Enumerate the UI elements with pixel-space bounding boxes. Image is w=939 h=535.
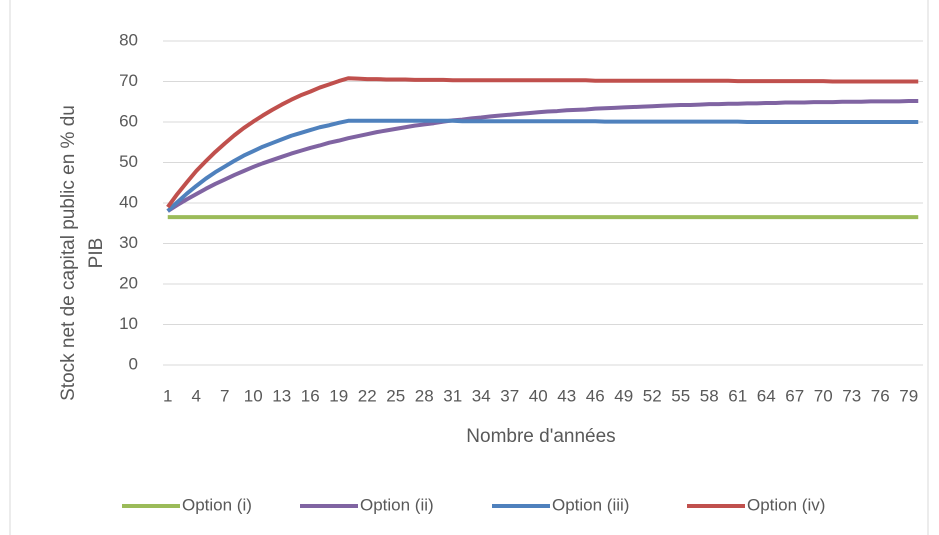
y-tick-label: 70 (119, 71, 138, 90)
x-tick-label: 37 (500, 386, 519, 405)
y-tick-label: 80 (119, 30, 138, 49)
x-tick-label: 10 (244, 386, 263, 405)
x-tick-label: 55 (671, 386, 690, 405)
x-tick-label: 67 (785, 386, 804, 405)
legend-label: Option (iii) (552, 495, 629, 514)
series-line (166, 118, 919, 213)
series-line (166, 98, 919, 213)
x-tick-label: 76 (871, 386, 890, 405)
x-tick-label: 64 (757, 386, 776, 405)
x-tick-label: 49 (614, 386, 633, 405)
x-tick-label: 79 (899, 386, 918, 405)
x-tick-label: 19 (329, 386, 348, 405)
x-tick-label: 43 (557, 386, 576, 405)
x-tick-label: 46 (586, 386, 605, 405)
y-tick-label: 40 (119, 192, 138, 211)
x-tick-label: 31 (443, 386, 462, 405)
x-tick-label: 61 (728, 386, 747, 405)
x-tick-label: 4 (192, 386, 201, 405)
x-tick-label: 13 (272, 386, 291, 405)
x-tick-label: 22 (358, 386, 377, 405)
x-tick-label: 7 (220, 386, 229, 405)
y-tick-label: 60 (119, 111, 138, 130)
series-line (166, 76, 919, 209)
x-axis-title: Nombre d'années (466, 426, 615, 447)
x-tick-label: 58 (700, 386, 719, 405)
y-tick-label: 50 (119, 152, 138, 171)
y-tick-label: 10 (119, 314, 138, 333)
x-tick-label: 40 (529, 386, 548, 405)
x-tick-label: 70 (814, 386, 833, 405)
y-tick-label: 0 (129, 354, 138, 373)
legend-label: Option (ii) (360, 495, 434, 514)
chart-frame (9, 0, 929, 535)
x-tick-label: 52 (643, 386, 662, 405)
x-tick-label: 16 (301, 386, 320, 405)
y-tick-label: 30 (119, 233, 138, 252)
legend-label: Option (iv) (747, 495, 825, 514)
x-tick-label: 28 (415, 386, 434, 405)
x-tick-label: 34 (472, 386, 491, 405)
y-axis-title: Stock net de capital public en % du PIB (58, 105, 107, 401)
y-tick-label: 20 (119, 273, 138, 292)
legend-label: Option (i) (182, 495, 252, 514)
x-tick-label: 25 (386, 386, 405, 405)
x-tick-label: 73 (842, 386, 861, 405)
x-tick-label: 1 (163, 386, 172, 405)
